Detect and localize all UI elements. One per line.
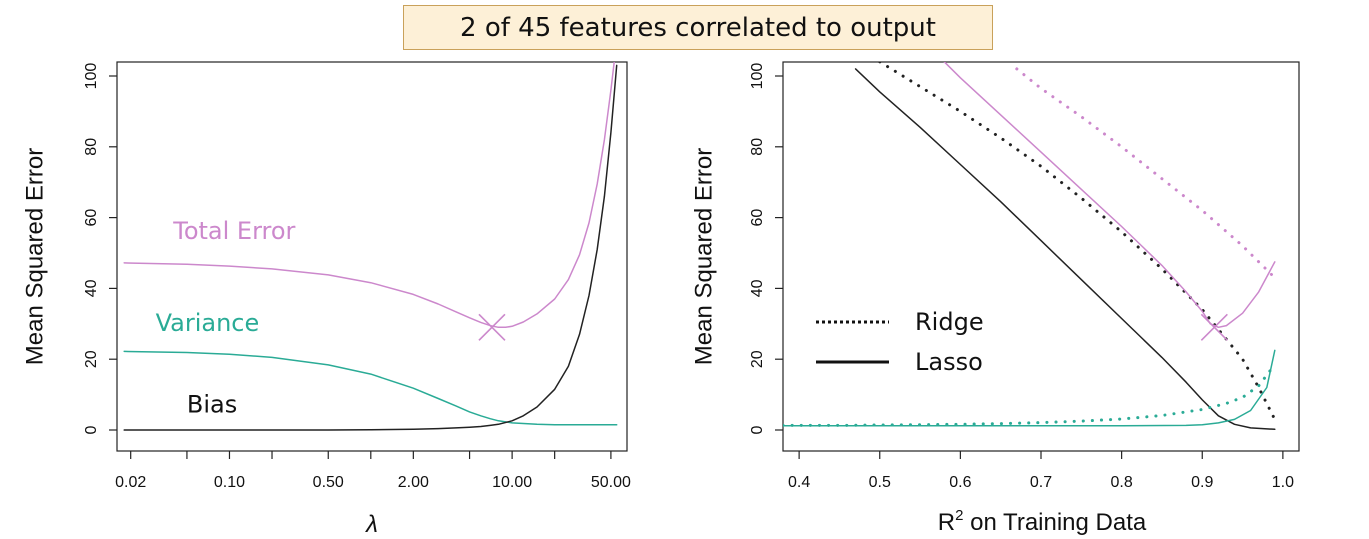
y-tick-label: 60 <box>83 209 100 227</box>
series-group <box>783 62 1277 431</box>
y-tick-label: 40 <box>749 279 766 297</box>
series-line-total-error <box>123 62 615 329</box>
x-tick-label: 0.50 <box>313 474 344 491</box>
y-tick-label: 60 <box>749 209 766 227</box>
y-tick-label: 100 <box>83 63 100 90</box>
x-tick-label: 0.7 <box>1030 474 1052 491</box>
x-tick-label: 0.02 <box>115 474 146 491</box>
y-tick-label: 20 <box>83 350 100 368</box>
series-line-bias <box>123 64 618 431</box>
legend-label-ridge: Ridge <box>915 308 984 336</box>
x-axis-title-suffix: on Training Data <box>963 509 1146 536</box>
x-tick-label: 2.00 <box>398 474 429 491</box>
panel-regularization-path: 0 20 40 60 80 100 0.02 0.10 0.50 2.00 10.00 50.00 Me… <box>21 61 631 538</box>
legend: Ridge Lasso <box>816 308 984 376</box>
series-line-ridge-variance <box>783 363 1277 427</box>
series-line-lasso-bias <box>854 68 1276 431</box>
x-tick-label: 0.10 <box>214 474 245 491</box>
x-axis-title: R2 on Training Data <box>938 507 1147 536</box>
x-axis-title-superscript: 2 <box>955 507 963 524</box>
y-axis-title: Mean Squared Error <box>21 148 48 365</box>
minimum-marker-stroke <box>1200 313 1228 341</box>
series-line-lasso-total <box>943 62 1276 329</box>
y-tick-label: 100 <box>749 63 766 90</box>
x-tick-label: 0.9 <box>1191 474 1213 491</box>
series-line-ridge-total <box>1015 67 1277 280</box>
x-tick-label: 0.4 <box>788 474 810 491</box>
x-axis-title: λ <box>364 511 378 538</box>
series-line-lasso-variance <box>783 349 1276 427</box>
plot-frame <box>782 61 1300 452</box>
chart-banner-title: 2 of 45 features correlated to output <box>403 5 993 50</box>
minimum-marker <box>1200 313 1228 341</box>
series-label-total-error: Total Error <box>172 217 295 245</box>
y-tick-label: 80 <box>83 138 100 156</box>
y-tick-label: 0 <box>83 425 100 434</box>
x-tick-label: 0.8 <box>1111 474 1133 491</box>
minimum-marker <box>478 313 506 341</box>
y-tick-label: 0 <box>749 425 766 434</box>
y-tick-label: 40 <box>83 279 100 297</box>
plot-frame <box>116 61 628 452</box>
x-tick-label: 0.6 <box>949 474 971 491</box>
minimum-marker-stroke <box>478 313 506 341</box>
series-label-variance: Variance <box>156 309 260 337</box>
series-group <box>123 62 618 431</box>
y-tick-label: 80 <box>749 138 766 156</box>
series-line-variance <box>123 350 618 426</box>
x-tick-label: 1.0 <box>1272 474 1294 491</box>
panel-r2-comparison: 0 20 40 60 80 100 0.4 0.5 0.6 0.7 0.8 0.9 1.0 Mean Sq… <box>690 61 1300 536</box>
legend-label-lasso: Lasso <box>915 348 983 376</box>
y-axis-title: Mean Squared Error <box>690 148 717 365</box>
series-label-bias: Bias <box>187 390 237 418</box>
x-tick-label: 50.00 <box>591 474 631 491</box>
x-tick-label: 0.5 <box>869 474 891 491</box>
x-axis-title-base: R <box>938 509 955 536</box>
x-tick-label: 10.00 <box>492 474 532 491</box>
y-tick-label: 20 <box>749 350 766 368</box>
